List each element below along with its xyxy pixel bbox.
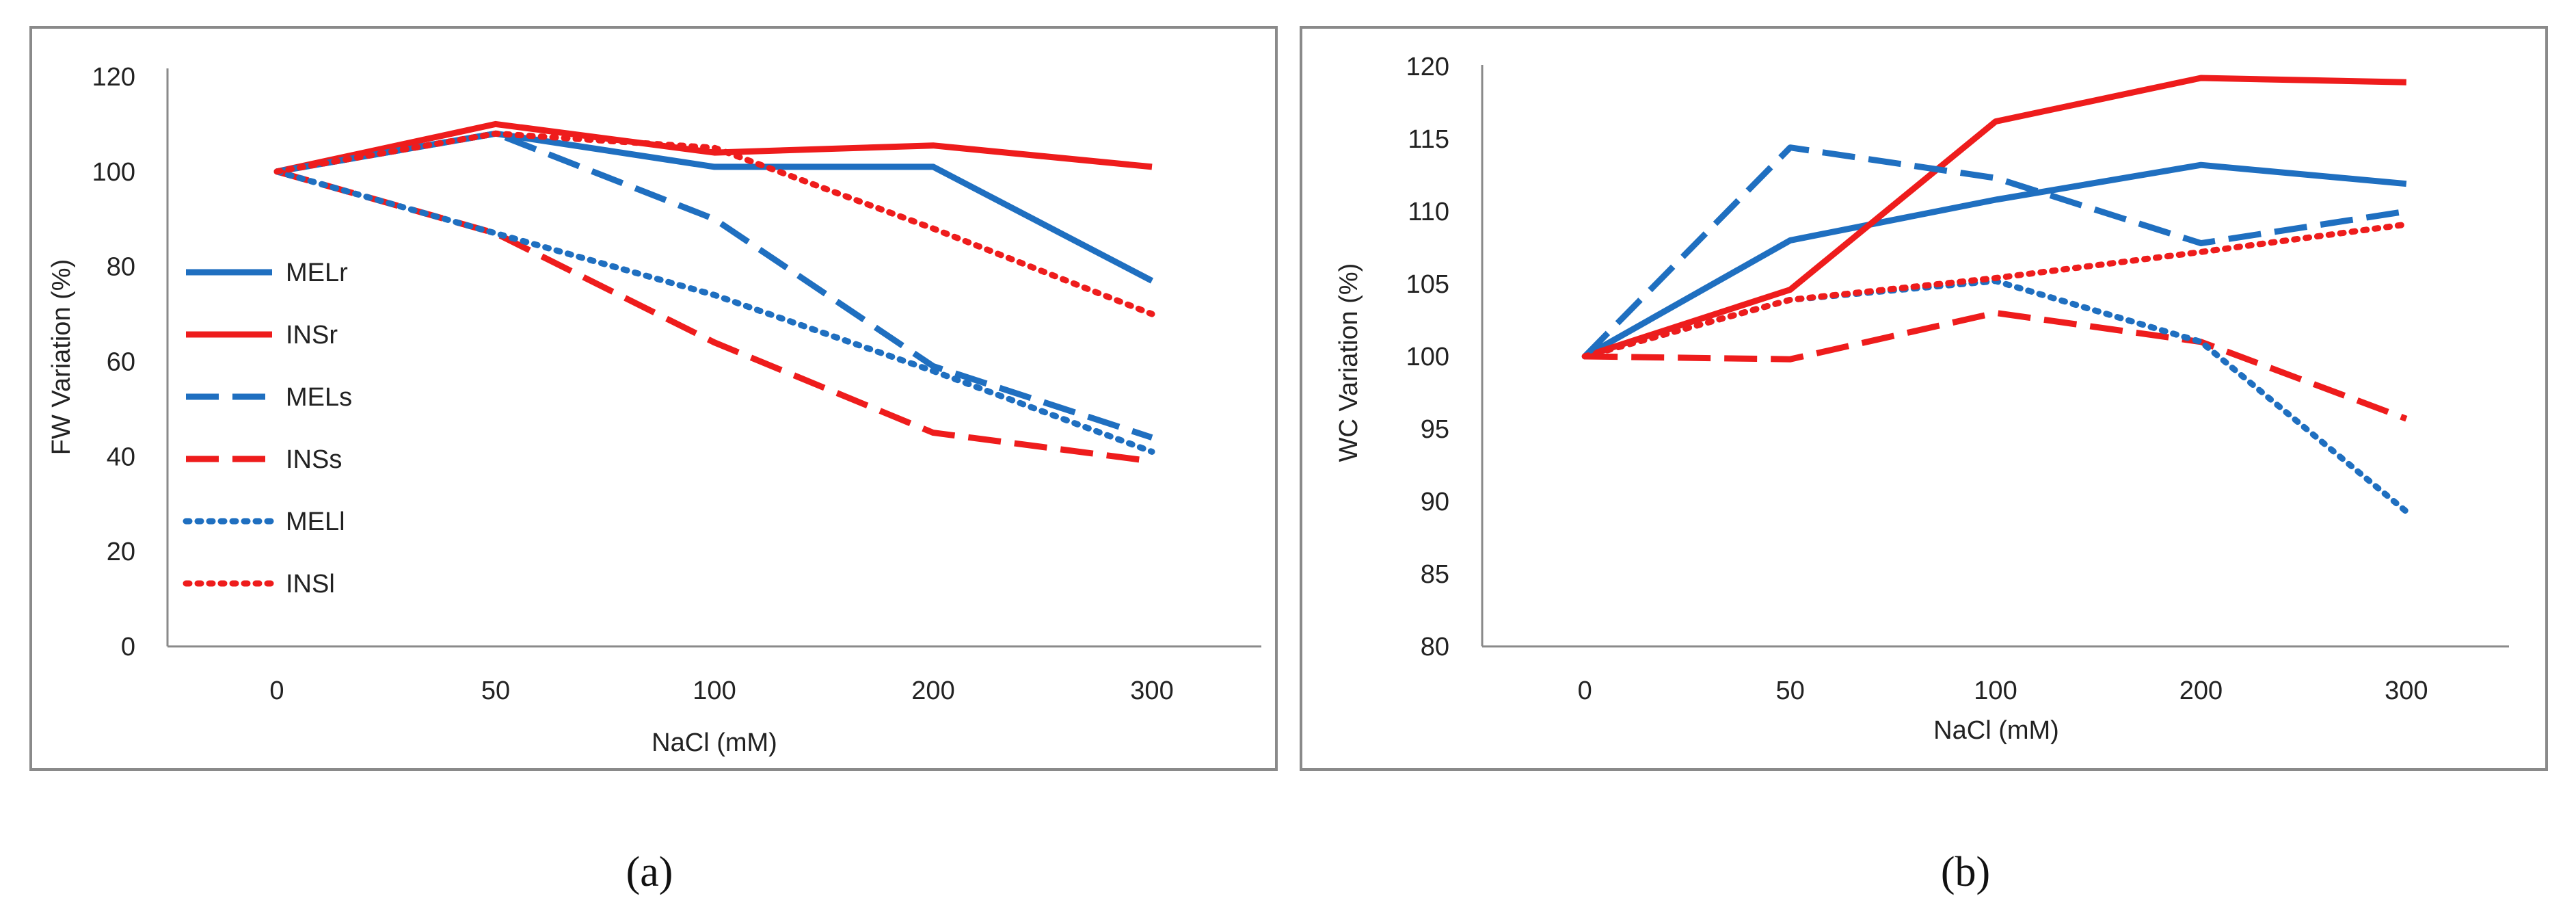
chart-a-series-insl bbox=[273, 130, 1155, 317]
chart-a-xtick-label: 0 bbox=[269, 676, 284, 705]
chart-a-ytick-label: 60 bbox=[107, 348, 135, 377]
chart-a-xlabel: NaCl (mM) bbox=[652, 728, 777, 757]
chart-b-xlabel: NaCl (mM) bbox=[1933, 716, 2059, 745]
chart-a-ytick-label: 80 bbox=[107, 253, 135, 282]
chart-b-xtick-label: 0 bbox=[1578, 676, 1592, 705]
chart-b-ytick-label: 115 bbox=[1408, 125, 1449, 154]
chart-a-legend-label-inss: INSs bbox=[286, 445, 342, 474]
chart-a-legend-label-mell: MELl bbox=[286, 508, 345, 536]
chart-b-ytick-label: 85 bbox=[1421, 560, 1449, 589]
chart-b-ytick-label: 110 bbox=[1408, 198, 1449, 226]
chart-b-xtick-label: 100 bbox=[1974, 676, 2017, 705]
chart-a-legend-label-insl: INSl bbox=[286, 570, 335, 599]
chart-b-ytick-label: 120 bbox=[1406, 53, 1449, 81]
chart-a-ylabel: FW Variation (%) bbox=[47, 259, 76, 455]
chart-b-series-insl bbox=[1581, 221, 2410, 360]
chart-a-ytick-label: 20 bbox=[107, 538, 135, 566]
chart-b-series-insr bbox=[1583, 75, 2406, 360]
chart-b-ytick-label: 80 bbox=[1421, 633, 1449, 661]
chart-a-frame bbox=[29, 26, 1278, 771]
chart-a-legend-label-insr: INSr bbox=[286, 321, 338, 350]
chart-b-ylabel: WC Variation (%) bbox=[1334, 263, 1363, 462]
chart-b-ytick-label: 100 bbox=[1406, 343, 1449, 371]
chart-b-series-melr bbox=[1583, 161, 2407, 359]
chart-b-series-mels bbox=[1582, 144, 2407, 359]
chart-a-xtick-label: 50 bbox=[481, 676, 510, 705]
chart-b-series-inss bbox=[1585, 309, 2408, 422]
chart-a-ytick-label: 100 bbox=[92, 158, 135, 187]
chart-b-xtick-label: 200 bbox=[2179, 676, 2223, 705]
chart-a-legend-label-mels: MELs bbox=[286, 383, 352, 412]
chart-a-series-mell bbox=[273, 168, 1155, 455]
chart-a-legend-label-melr: MELr bbox=[286, 259, 348, 287]
chart-a-series-insr bbox=[276, 120, 1153, 175]
caption-b: (b) bbox=[1941, 849, 1990, 895]
chart-a-ytick-label: 120 bbox=[92, 63, 135, 92]
chart-a-ytick-label: 0 bbox=[121, 633, 135, 661]
chart-a-legend: MELr INSr MELs INSs MELl INSl bbox=[183, 259, 352, 599]
chart-b-frame bbox=[1300, 26, 2548, 771]
chart-a-xtick-label: 300 bbox=[1130, 676, 1173, 705]
chart-b-ytick-label: 105 bbox=[1406, 270, 1449, 299]
chart-a-ytick-label: 40 bbox=[107, 443, 135, 471]
caption-a: (a) bbox=[626, 849, 673, 895]
chart-a: 0 20 40 60 80 100 120 0 50 100 200 300 NaCl (mM) F… bbox=[29, 26, 1278, 771]
chart-b-ytick-label: 90 bbox=[1421, 488, 1449, 516]
chart-b: 80 85 90 95 100 105 110 115 120 0 50 100 200 300 NaC… bbox=[1300, 26, 2548, 771]
chart-a-xtick-label: 100 bbox=[693, 676, 736, 705]
chart-b-xtick-label: 50 bbox=[1775, 676, 1804, 705]
chart-b-xtick-label: 300 bbox=[2385, 676, 2428, 705]
chart-a-series-mels bbox=[276, 130, 1153, 441]
chart-a-xtick-label: 200 bbox=[911, 676, 954, 705]
chart-b-ytick-label: 95 bbox=[1421, 415, 1449, 444]
